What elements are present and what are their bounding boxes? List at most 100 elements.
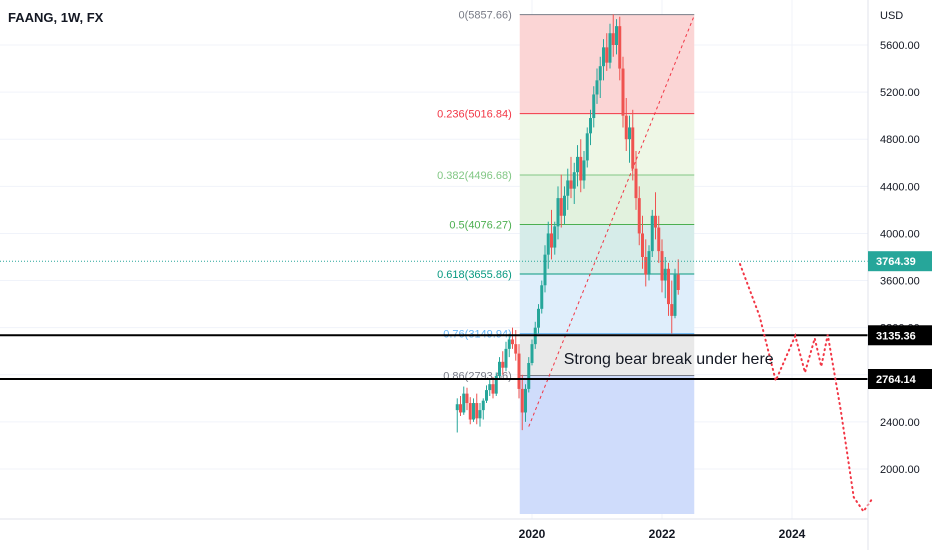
- candle-body: [468, 403, 472, 420]
- fib-zone: [519, 375, 695, 514]
- candle-body: [657, 227, 661, 252]
- candle-body: [465, 393, 469, 404]
- candle-body: [524, 388, 527, 413]
- candle-body: [481, 400, 485, 411]
- x-tick-label: 2022: [649, 527, 676, 541]
- projected-path: [739, 263, 875, 514]
- fib-level-label: 0.618(3655.86): [437, 269, 512, 281]
- candle-body: [553, 226, 557, 248]
- fib-level-label: 0(5857.66): [459, 10, 512, 22]
- candle-body: [455, 404, 459, 411]
- candle-body: [459, 404, 462, 413]
- candles: [455, 14, 680, 433]
- candle-body: [628, 127, 631, 140]
- candle-body: [670, 304, 674, 316]
- candle-body: [641, 233, 644, 257]
- candle-body: [605, 47, 609, 63]
- candle-body: [650, 215, 654, 252]
- candle-body: [572, 172, 576, 189]
- y-tick-label: 5200.00: [880, 87, 920, 99]
- candle-body: [475, 403, 479, 419]
- y-tick-label: 4000.00: [880, 228, 920, 240]
- y-tick-label: 4400.00: [880, 181, 920, 193]
- candle-body: [563, 195, 566, 216]
- candle-body: [663, 268, 667, 281]
- fib-zone: [519, 174, 695, 225]
- candle-body: [530, 344, 534, 363]
- candle-body: [615, 26, 618, 45]
- level-price-badge: [868, 325, 932, 346]
- candle-body: [592, 94, 596, 119]
- current-price-label: 3764.39: [876, 256, 916, 268]
- candle-body: [621, 68, 625, 116]
- candle-body: [676, 274, 680, 290]
- candle-body: [517, 353, 521, 389]
- candle-body: [514, 344, 518, 354]
- y-tick-label: 5600.00: [880, 40, 920, 52]
- level-price-label: 2764.14: [876, 374, 917, 386]
- grid-lines: [0, 0, 868, 519]
- y-tick-label: 2400.00: [880, 417, 920, 429]
- candle-body: [498, 361, 501, 376]
- candle-body: [576, 156, 579, 173]
- candle-body: [569, 180, 573, 189]
- candle-body: [595, 80, 599, 95]
- fibonacci-levels: 0(5857.66) 0.236(5016.84) 0.382(4496.68) 0.…: [437, 10, 695, 383]
- candle-body: [660, 251, 664, 281]
- trend-line-dashed: [528, 15, 695, 427]
- chart-title: FAANG, 1W, FX: [8, 10, 104, 25]
- y-tick-label: 3600.00: [880, 276, 920, 288]
- candle-body: [543, 254, 547, 286]
- candle-body: [647, 251, 651, 275]
- candle-body: [462, 393, 466, 413]
- candle-body: [598, 66, 602, 81]
- level-price-label: 3135.36: [876, 330, 916, 342]
- candle-body: [579, 156, 583, 181]
- currency-label: USD: [880, 10, 903, 22]
- y-tick-label: 2000.00: [880, 464, 920, 476]
- candle-body: [494, 375, 498, 394]
- candle-body: [511, 339, 514, 345]
- fib-level-label: 0.382(4496.68): [437, 170, 512, 182]
- trend-line: [528, 15, 695, 427]
- y-tick-label: 4800.00: [880, 134, 920, 146]
- candle-body: [634, 168, 638, 199]
- candle-body: [491, 384, 495, 394]
- candle-body: [673, 274, 677, 316]
- fib-level-label: 0.236(5016.84): [437, 109, 512, 121]
- candle-body: [485, 390, 488, 401]
- candle-body: [550, 233, 553, 248]
- annotation-text: Strong bear break under here: [564, 351, 774, 368]
- candle-body: [624, 115, 628, 140]
- candle-body: [472, 403, 475, 420]
- fib-level-label: 0.86(2793.66): [443, 371, 512, 383]
- fib-level-label: 0.5(4076.27): [449, 219, 511, 231]
- horizontal-levels: [0, 260, 868, 381]
- candle-body: [631, 127, 635, 169]
- candle-body: [556, 198, 560, 227]
- candle-body: [546, 233, 550, 255]
- candle-body: [637, 198, 641, 234]
- candle-body: [537, 308, 540, 328]
- candle-body: [559, 198, 563, 216]
- candle-body: [618, 26, 622, 69]
- candle-body: [608, 33, 612, 63]
- candle-body: [582, 160, 586, 181]
- current-price-badge: [868, 251, 932, 272]
- candle-body: [585, 133, 589, 161]
- candle-body: [654, 215, 657, 228]
- candle-body: [501, 361, 505, 368]
- fib-zone: [519, 333, 695, 376]
- candle-body: [540, 285, 544, 309]
- candle-body: [589, 118, 592, 134]
- level-price-badge: [868, 369, 932, 390]
- fib-zone: [519, 113, 695, 175]
- time-axis: 2020 2022 2024: [0, 518, 868, 541]
- candle-body: [644, 257, 648, 275]
- annotation: Strong bear break under here: [564, 351, 774, 368]
- candle-body: [478, 410, 482, 419]
- candle-body: [488, 384, 492, 391]
- candle-body: [611, 33, 615, 45]
- x-tick-label: 2024: [779, 527, 806, 541]
